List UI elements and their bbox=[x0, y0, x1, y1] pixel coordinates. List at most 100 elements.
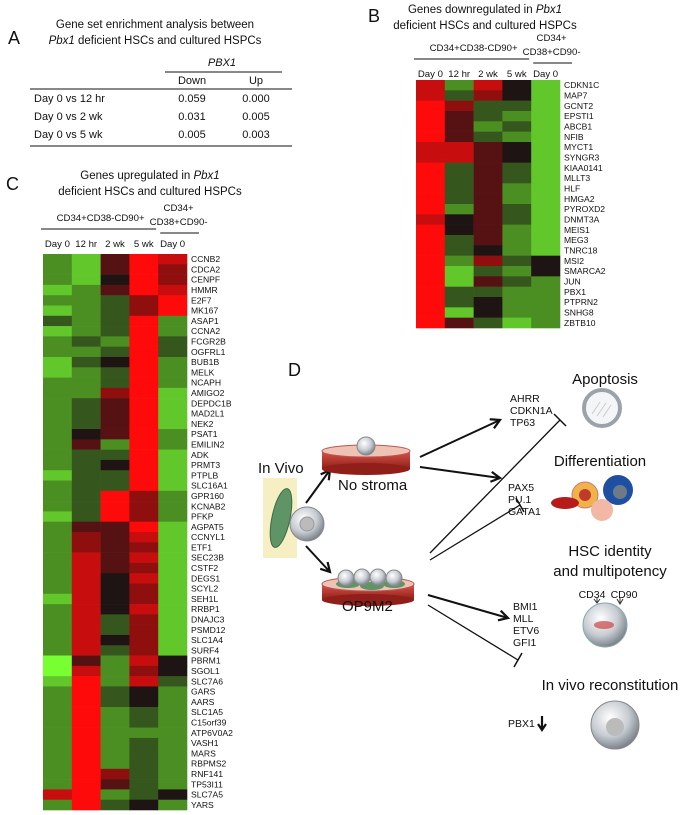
heatmap-cell bbox=[129, 274, 159, 286]
heatmap-cell bbox=[100, 779, 130, 790]
column-label: 5 wk bbox=[134, 239, 154, 250]
heatmap-cell bbox=[129, 573, 159, 584]
heatmap-cell bbox=[100, 315, 130, 327]
heatmap-cell bbox=[129, 264, 159, 275]
heatmap-cell bbox=[502, 162, 532, 174]
gene-label: DNAJC3 bbox=[191, 615, 225, 625]
heatmap-cell bbox=[129, 480, 159, 492]
gene-label: FCGR2B bbox=[191, 337, 226, 347]
panel-label: A bbox=[8, 28, 20, 48]
column-header: Up bbox=[249, 75, 263, 87]
gene-label: C15orf39 bbox=[191, 717, 227, 727]
heatmap-cell bbox=[43, 408, 73, 420]
heatmap-cell bbox=[158, 758, 188, 770]
heatmap-cell bbox=[473, 224, 503, 236]
heatmap-cell bbox=[100, 624, 130, 636]
heatmap-cell bbox=[129, 583, 159, 595]
heatmap-cell bbox=[100, 459, 130, 471]
heatmap-cell bbox=[100, 717, 130, 728]
heatmap-cell bbox=[43, 779, 73, 790]
heatmap-cell bbox=[100, 737, 130, 749]
heatmap-cell bbox=[71, 707, 101, 718]
heatmap-cell bbox=[43, 315, 73, 327]
gene: PBX1 bbox=[508, 718, 535, 730]
heatmap-cell bbox=[531, 142, 561, 153]
heatmap-cell bbox=[43, 645, 73, 656]
heatmap-cell bbox=[43, 727, 73, 739]
heatmap-cell bbox=[71, 305, 101, 317]
cell bbox=[337, 569, 355, 587]
title-italic: Pbx1 bbox=[536, 4, 562, 16]
heatmap-cell bbox=[100, 707, 130, 718]
heatmap-cell bbox=[129, 387, 159, 399]
heatmap-cell bbox=[531, 183, 561, 194]
heatmap-cell bbox=[100, 614, 130, 625]
heatmap-cell bbox=[158, 377, 188, 389]
heatmap-cell bbox=[416, 142, 446, 153]
heatmap-cell bbox=[502, 183, 532, 194]
heatmap-cell bbox=[502, 80, 532, 91]
title: deficient HSCs and cultured HSPCs bbox=[58, 186, 242, 198]
gene: GFI1 bbox=[513, 637, 536, 649]
column-label: Day 0 bbox=[533, 69, 558, 80]
marker-label: CD90 bbox=[611, 589, 638, 601]
gene: ETV6 bbox=[513, 625, 539, 637]
heatmap-cell bbox=[158, 707, 188, 718]
heatmap-cell bbox=[71, 748, 101, 759]
heatmap-cell bbox=[158, 614, 188, 625]
heatmap-cell bbox=[531, 235, 561, 246]
heatmap-cell bbox=[129, 758, 159, 770]
heatmap-cell bbox=[100, 264, 130, 275]
heatmap-cell bbox=[416, 297, 446, 308]
gene-label: CDCA2 bbox=[191, 264, 220, 274]
heatmap-cell bbox=[502, 235, 532, 246]
heatmap-cell bbox=[100, 583, 130, 595]
heatmap-cell bbox=[502, 121, 532, 132]
hatch bbox=[591, 401, 612, 418]
heatmap-cell bbox=[71, 573, 101, 584]
heatmap-cell bbox=[158, 490, 188, 502]
heatmap-cell bbox=[43, 655, 73, 667]
title: Apoptosis bbox=[572, 371, 638, 388]
heatmap-cell bbox=[100, 490, 130, 502]
gene-label: SURF4 bbox=[191, 645, 219, 655]
stromal-cell bbox=[269, 488, 293, 548]
heatmap-cell bbox=[416, 100, 446, 112]
heatmap-cell bbox=[158, 727, 188, 739]
heatmap-cell bbox=[129, 799, 159, 811]
group-header: PBX1 bbox=[208, 57, 236, 69]
heatmap-cell bbox=[158, 295, 188, 306]
heatmap-cell bbox=[531, 204, 561, 215]
gene-label: DNMT3A bbox=[564, 215, 600, 225]
heatmap-cell bbox=[158, 789, 188, 801]
heatmap-cell bbox=[158, 655, 188, 667]
gene-label: NEK2 bbox=[191, 419, 214, 429]
cell bbox=[385, 569, 403, 587]
gene-label: GARS bbox=[191, 687, 216, 697]
heatmap-cell bbox=[43, 398, 73, 409]
heatmap-cell bbox=[158, 779, 188, 790]
heatmap-cell bbox=[444, 90, 474, 101]
heatmap-cell bbox=[71, 511, 101, 523]
panel-label: B bbox=[368, 6, 380, 26]
heatmap-cell bbox=[43, 480, 73, 492]
heatmap-cell bbox=[473, 214, 503, 225]
receptor bbox=[593, 598, 624, 605]
heatmap-cell bbox=[129, 377, 159, 389]
title-prefix: Genes downregulated in bbox=[408, 4, 533, 16]
heatmap-cell bbox=[473, 235, 503, 246]
heatmap-cell bbox=[444, 307, 474, 318]
gene-label: CCNA2 bbox=[191, 326, 220, 336]
heatmap-cell bbox=[444, 100, 474, 112]
heatmap-cell bbox=[100, 418, 130, 430]
heatmap-cell bbox=[129, 552, 159, 564]
heatmap-cell bbox=[43, 501, 73, 512]
heatmap-cell bbox=[444, 276, 474, 287]
cell-value: 0.005 bbox=[242, 111, 270, 123]
gene-label: MAD2L1 bbox=[191, 409, 225, 419]
heatmap-cell bbox=[158, 418, 188, 430]
heatmap-cell bbox=[100, 274, 130, 286]
heatmap-cell bbox=[43, 511, 73, 523]
heatmap-cell bbox=[416, 255, 446, 267]
heatmap-cell bbox=[71, 418, 101, 430]
